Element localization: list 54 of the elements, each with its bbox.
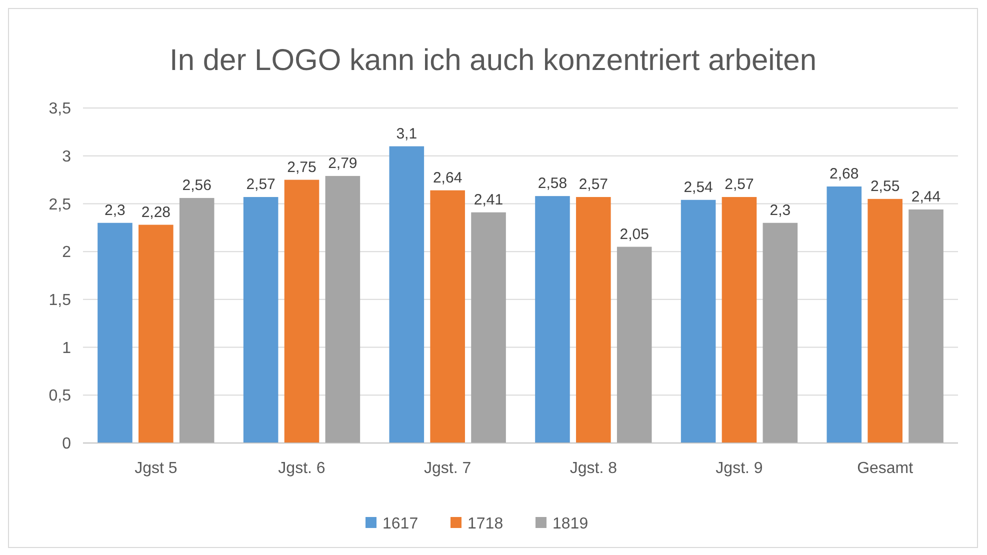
data-label: 2,41	[474, 191, 504, 208]
data-label: 2,28	[141, 204, 171, 221]
x-tick-label: Jgst. 7	[424, 460, 472, 477]
data-label: 3,1	[396, 125, 418, 142]
bar	[179, 198, 214, 443]
data-label: 2,64	[432, 169, 462, 186]
data-label: 2,44	[911, 188, 941, 206]
legend-label: 1718	[468, 516, 504, 533]
data-label: 2,57	[246, 176, 276, 194]
data-label: 2,58	[538, 175, 568, 192]
y-tick-label: 1,5	[48, 292, 72, 310]
x-tick-label: Gesamt	[857, 460, 914, 477]
bar	[576, 197, 611, 443]
bar	[284, 180, 320, 443]
y-tick-label: 0	[62, 436, 72, 453]
data-label: 2,57	[578, 176, 608, 194]
chart-title: In der LOGO kann ich auch konzentriert arbeiten	[169, 44, 817, 77]
y-tick-label: 3	[62, 148, 72, 166]
bar	[389, 146, 424, 443]
bar	[826, 186, 862, 443]
bar	[138, 224, 174, 443]
bar	[98, 222, 132, 443]
y-tick-label: 3,5	[48, 100, 72, 118]
legend-label: 1617	[382, 516, 418, 533]
bar	[762, 222, 798, 443]
x-tick-label: Jgst 5	[134, 460, 178, 477]
data-label: 2,75	[287, 158, 316, 176]
bar	[908, 209, 944, 443]
data-label: 2,54	[684, 178, 713, 196]
legend-label: 1819	[552, 516, 588, 533]
y-tick-label: 1	[62, 340, 72, 357]
bar	[430, 190, 465, 443]
bar	[471, 212, 506, 443]
bar	[722, 197, 757, 443]
data-label: 2,79	[328, 154, 358, 172]
data-label: 2,05	[620, 226, 649, 243]
y-tick-label: 2,5	[48, 196, 72, 214]
data-label: 2,55	[870, 178, 900, 195]
bar	[616, 246, 652, 443]
y-tick-label: 2	[62, 244, 72, 262]
bar	[243, 197, 278, 443]
x-tick-label: Jgst. 9	[716, 460, 763, 477]
bar	[535, 196, 570, 443]
x-tick-label: Jgst. 8	[570, 460, 618, 477]
data-label: 2,3	[770, 202, 791, 219]
x-tick-label: Jgst. 6	[278, 460, 326, 477]
bar	[325, 176, 360, 443]
data-label: 2,57	[724, 176, 754, 194]
data-label: 2,56	[182, 176, 212, 194]
y-tick-label: 0,5	[48, 388, 72, 405]
bar	[868, 198, 902, 443]
data-label: 2,68	[830, 165, 859, 182]
data-label: 2,3	[104, 202, 126, 219]
bar	[680, 200, 716, 443]
